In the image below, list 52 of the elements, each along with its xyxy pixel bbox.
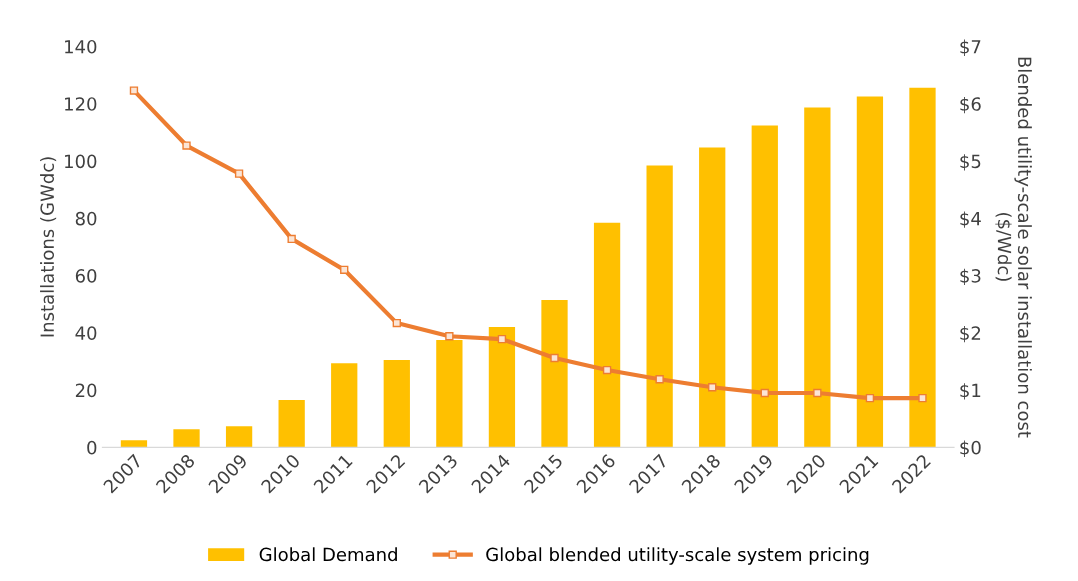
y2-tick-label: $1 — [960, 383, 981, 400]
y-tick-label: 60 — [75, 269, 97, 283]
point — [760, 388, 769, 398]
y2-tick-label: $2 — [960, 325, 981, 343]
y-tick-label: 120 — [65, 97, 97, 111]
point — [497, 334, 507, 344]
bar — [225, 426, 253, 448]
point — [234, 169, 244, 178]
bar — [646, 165, 673, 448]
y-tick-label: 100 — [65, 154, 97, 169]
y-axis-title: Installations (GWdc) — [40, 157, 57, 337]
point — [813, 388, 822, 398]
y-tick-label: 20 — [75, 383, 97, 398]
y2-tick-label: $7 — [960, 39, 981, 56]
y2-tick-label: $4 — [960, 211, 981, 228]
bar — [488, 327, 516, 448]
bar — [383, 360, 410, 448]
y-tick-label: 0 — [87, 440, 97, 455]
y2-tick-label: $5 — [960, 154, 981, 171]
y-tick-label: 80 — [75, 211, 97, 226]
legend-label: Global Demand — [259, 547, 397, 562]
y-tick-label: 40 — [75, 326, 97, 340]
point — [918, 393, 927, 403]
y-tick-label: 140 — [65, 39, 97, 54]
bar — [120, 440, 148, 448]
bar — [331, 363, 358, 448]
point — [340, 265, 349, 275]
y2-tick-label: $3 — [960, 268, 981, 286]
bar — [751, 125, 778, 448]
point — [129, 86, 139, 95]
legend-label: Global blended utility-scale system pricing — [486, 547, 869, 565]
point — [602, 365, 612, 375]
bar — [278, 400, 305, 448]
point — [445, 332, 454, 341]
point — [392, 318, 401, 328]
point — [287, 234, 296, 244]
point — [865, 393, 875, 403]
bar — [804, 107, 831, 448]
point — [708, 383, 717, 392]
y2-axis-title: Blended utility-scale solar installation cost ($/Wdc) — [995, 57, 1032, 438]
bar — [593, 222, 621, 448]
bar — [173, 429, 200, 448]
bar — [856, 96, 884, 448]
y2-tick-label: $6 — [960, 96, 981, 114]
bar — [699, 147, 726, 448]
bar — [436, 339, 463, 448]
point — [655, 375, 664, 384]
point — [182, 141, 191, 150]
bar — [909, 87, 936, 448]
bar — [541, 299, 568, 448]
point — [550, 353, 559, 363]
y2-tick-label: $0 — [960, 440, 981, 457]
